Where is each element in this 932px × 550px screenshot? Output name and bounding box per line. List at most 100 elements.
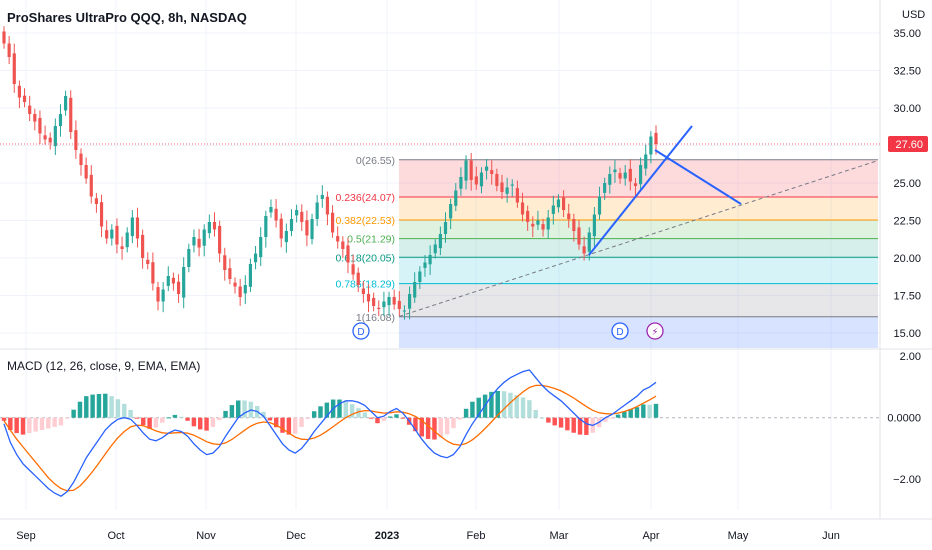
macd-histogram-bar <box>147 417 152 429</box>
candle-body <box>505 187 509 194</box>
macd-histogram-bar <box>58 417 64 426</box>
rising-trendline <box>588 125 693 256</box>
candle-body <box>182 267 186 298</box>
macd-histogram-bar <box>39 417 45 430</box>
candle-body <box>377 307 381 309</box>
candle-body <box>397 300 401 309</box>
time-tick-label: Apr <box>642 530 659 542</box>
candle-body <box>79 153 83 165</box>
candlestick-series <box>0 26 880 320</box>
candle-body <box>423 262 427 268</box>
macd-histogram-bar <box>451 417 456 429</box>
event-markers[interactable]: D D ⚡ <box>352 322 664 340</box>
candle-body <box>546 217 550 230</box>
candle-body <box>99 202 104 227</box>
candle-body <box>639 165 643 185</box>
macd-signal-line <box>3 384 657 492</box>
macd-histogram-bar <box>179 416 184 418</box>
candle-body <box>69 97 73 132</box>
candle-body <box>479 172 484 187</box>
macd-histogram-bar <box>558 417 564 428</box>
candle-body <box>274 208 278 221</box>
candle-body <box>366 294 371 302</box>
macd-histogram-bar <box>394 414 399 418</box>
trendline-drawings[interactable] <box>398 125 879 317</box>
macd-histogram-bar <box>1 417 7 421</box>
macd-histogram-bar <box>141 417 146 426</box>
candle-body <box>474 176 478 185</box>
macd-title: MACD (12, 26, close, 9, EMA, EMA) <box>7 359 201 373</box>
candle-body <box>192 237 196 246</box>
macd-histogram-bar <box>286 417 292 435</box>
candle-body <box>53 126 57 147</box>
candle-body <box>531 223 535 227</box>
candle-body <box>572 219 576 231</box>
candle-body <box>259 237 263 258</box>
macd-histogram-bar <box>381 417 387 421</box>
event-marker-label: ⚡ <box>651 327 658 338</box>
candle-body <box>28 105 32 114</box>
macd-histogram-bar <box>425 417 431 439</box>
macd-histogram-bar <box>432 417 437 440</box>
candle-body <box>166 276 170 286</box>
candle-body <box>12 53 16 84</box>
candle-body <box>279 218 283 239</box>
candle-body <box>228 268 232 279</box>
candle-body <box>551 205 555 214</box>
fib-zone <box>399 220 878 239</box>
macd-histogram-bar <box>622 411 627 418</box>
time-tick-label: Dec <box>286 530 306 542</box>
candle-body <box>105 230 109 239</box>
macd-histogram-bar <box>242 400 247 418</box>
candle-body <box>361 288 365 294</box>
candle-body <box>22 95 27 102</box>
fib-zone <box>399 257 878 284</box>
time-tick-label: Jun <box>822 530 840 542</box>
macd-histogram-bar <box>628 409 633 418</box>
price-axis[interactable]: 35.0032.5030.0027.5025.0022.5020.0017.50… <box>16 28 928 542</box>
price-tick-label: 20.00 <box>893 253 921 265</box>
candle-body <box>372 297 376 306</box>
candle-body <box>387 297 391 306</box>
fib-zone <box>399 159 878 197</box>
macd-histogram-bar <box>90 394 95 418</box>
macd-histogram-bar <box>387 416 393 418</box>
macd-histogram-bar <box>299 417 304 427</box>
candle-body <box>351 264 355 275</box>
fib-zone <box>399 316 878 348</box>
candle-body <box>269 207 273 213</box>
candle-body <box>515 188 519 203</box>
event-marker <box>646 322 664 340</box>
candle-body <box>325 196 330 215</box>
fibonacci-retracement[interactable]: 0(26.55) 0.236(24.07) 0.382(22.53) 0.5(21.2… <box>335 155 878 348</box>
macd-histogram-bar <box>77 401 83 418</box>
candle-body <box>500 182 504 192</box>
macd-histogram-bar <box>362 412 368 418</box>
macd-histogram-bar <box>33 417 38 432</box>
macd-histogram-bar <box>223 410 228 418</box>
candle-body <box>587 232 591 252</box>
candle-body <box>253 253 258 263</box>
macd-histogram-bar <box>438 417 443 438</box>
candle-body <box>603 183 607 193</box>
candle-body <box>289 219 294 231</box>
candle-body <box>623 172 627 179</box>
macd-histogram-bar <box>172 414 178 418</box>
macd-histogram-bar <box>115 399 121 418</box>
candle-body <box>510 184 514 186</box>
macd-histogram-bar <box>103 393 108 418</box>
macd-histogram-bar <box>84 396 89 418</box>
macd-histogram-bar <box>210 417 216 427</box>
candle-body <box>58 114 63 126</box>
candle-body <box>613 169 617 173</box>
candle-body <box>577 227 581 245</box>
candle-body <box>464 160 468 181</box>
macd-histogram-bar <box>457 417 462 420</box>
candle-body <box>433 244 437 254</box>
price-tick-label: 15.00 <box>893 328 921 340</box>
candle-body <box>459 177 463 189</box>
fib-zone <box>399 238 878 258</box>
macd-histogram-bar <box>634 407 640 418</box>
candle-body <box>592 214 596 237</box>
